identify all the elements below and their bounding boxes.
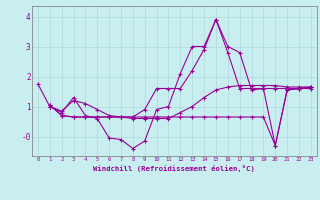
X-axis label: Windchill (Refroidissement éolien,°C): Windchill (Refroidissement éolien,°C) <box>93 165 255 172</box>
